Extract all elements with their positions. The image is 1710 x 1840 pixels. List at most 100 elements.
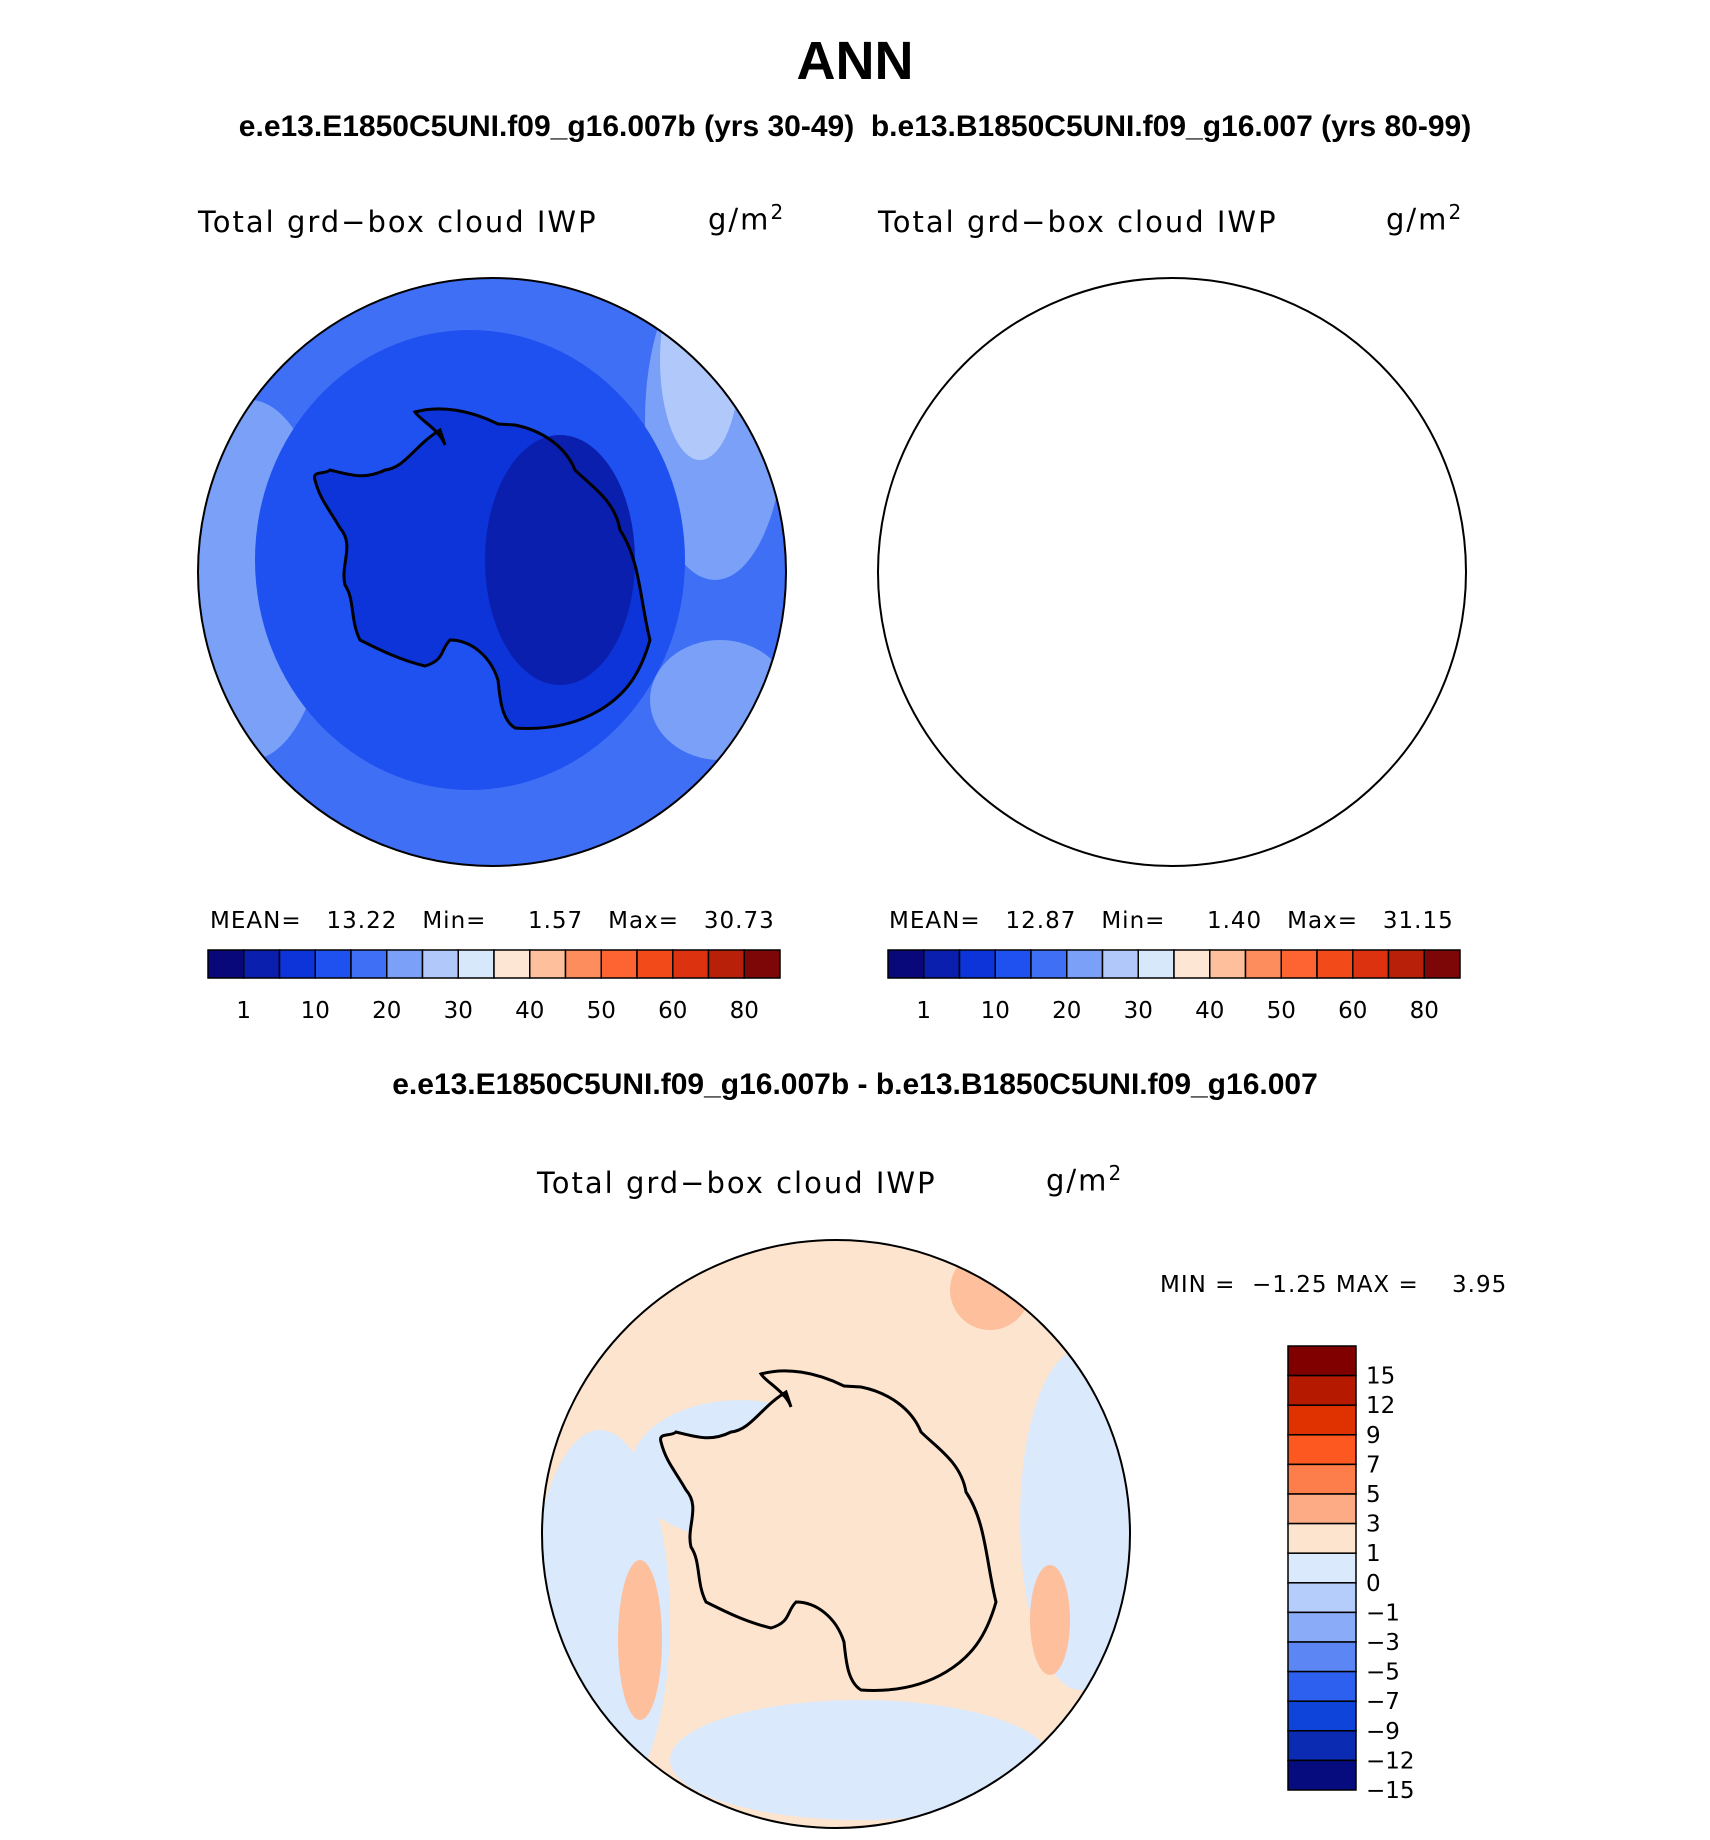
panel3-positive-strong-w: [618, 1560, 662, 1720]
difference-colorbar-tick-label: −1: [1366, 1600, 1400, 1626]
panel1-colorbar-swatch: [743, 949, 781, 979]
difference-colorbar-tick-label: 1: [1366, 1541, 1381, 1567]
difference-colorbar-tick-label: 15: [1366, 1364, 1395, 1390]
difference-colorbar-swatch: [1287, 1670, 1357, 1702]
panel1-colorbar-tick-label: 1: [236, 998, 251, 1024]
panel2-colorbar-swatch: [1387, 949, 1425, 979]
difference-colorbar-tick-label: 12: [1366, 1393, 1395, 1419]
difference-colorbar-swatch: [1287, 1434, 1357, 1466]
panel2-colorbar-swatch: [958, 949, 996, 979]
panel2-colorbar-tick-label: 10: [981, 998, 1010, 1024]
panel1-stats: MEAN= 13.22 Min= 1.57 Max= 30.73: [210, 908, 775, 934]
panel1-light-patch-se: [650, 640, 786, 760]
panel2-colorbar-tick-label: 20: [1052, 998, 1081, 1024]
difference-colorbar-swatch: [1287, 1463, 1357, 1495]
difference-colorbar-tick-label: 7: [1366, 1452, 1381, 1478]
panel2-colorbar-swatch: [994, 949, 1032, 979]
panel2-colorbar-swatch: [1101, 949, 1139, 979]
panel2-colorbar-swatch: [1137, 949, 1175, 979]
panel1-colorbar-tick-label: 40: [515, 998, 544, 1024]
panel1-colorbar-tick-label: 30: [444, 998, 473, 1024]
panel1-colorbar-swatch: [672, 949, 710, 979]
panel2-colorbar-swatch: [1280, 949, 1318, 979]
panel3-map-border: [541, 1239, 1131, 1829]
panel1-map: [198, 278, 786, 866]
panel1-colorbar-swatch: [350, 949, 388, 979]
difference-colorbar-tick-label: −3: [1366, 1630, 1400, 1656]
panel2-colorbar-swatch: [1066, 949, 1104, 979]
panel1-colorbar-swatch: [564, 949, 602, 979]
panel1-colorbar-swatch: [707, 949, 745, 979]
difference-colorbar-swatch: [1287, 1700, 1357, 1732]
difference-colorbar-swatch: [1287, 1345, 1357, 1377]
panel1-colorbar-swatch: [314, 949, 352, 979]
panel3-variable-label: Total grd−box cloud IWP: [537, 1166, 937, 1200]
difference-colorbar-tick-label: −9: [1366, 1719, 1400, 1745]
panel2-map: [850, 260, 1480, 880]
panel2-colorbar-swatch: [1423, 949, 1461, 979]
panel1-colorbar-swatch: [636, 949, 674, 979]
panel1-colorbar-swatch: [243, 949, 281, 979]
panel2-colorbar-swatch: [1209, 949, 1247, 979]
panel2-map-border: [877, 277, 1467, 867]
panel1-colorbar-swatch: [529, 949, 567, 979]
panel2-units: g/m2: [1386, 200, 1464, 237]
panel1-colorbar-swatch: [600, 949, 638, 979]
difference-colorbar-swatch: [1287, 1611, 1357, 1643]
panel3-positive-strong-ne: [950, 1250, 1030, 1330]
panel1-variable-label: Total grd−box cloud IWP: [198, 205, 598, 239]
panel2-light-band-west: [850, 400, 1010, 760]
panel1-colorbar-tick-label: 20: [372, 998, 401, 1024]
panel2-colorbar-swatch: [923, 949, 961, 979]
panel2-colorbar-swatch: [1244, 949, 1282, 979]
difference-colorbar-swatch: [1287, 1730, 1357, 1762]
difference-colorbar-swatch: [1287, 1522, 1357, 1554]
panel3-positive-strong-e: [1030, 1565, 1070, 1675]
panel2-coastline: [995, 409, 1330, 729]
panel2-colorbar: 1 10 20 30 40 50 60 80: [887, 949, 1461, 1024]
panel2-variable-label: Total grd−box cloud IWP: [878, 205, 1278, 239]
panel1-map-border: [197, 277, 787, 867]
panel1-colorbar-tick-label: 80: [730, 998, 759, 1024]
panel3-stats: MIN = −1.25 MAX = 3.95: [1160, 1272, 1508, 1298]
difference-colorbar-tick-label: −12: [1366, 1748, 1415, 1774]
difference-colorbar-swatch: [1287, 1552, 1357, 1584]
panel1-plateau-dark: [485, 435, 635, 685]
panel2-colorbar-tick-label: 50: [1267, 998, 1296, 1024]
difference-colorbar-tick-label: 5: [1366, 1482, 1381, 1508]
panel1-colorbar-swatch: [421, 949, 459, 979]
panel2-colorbar-swatch: [1173, 949, 1211, 979]
panel2-lighter-patch-ne: [1340, 260, 1420, 460]
difference-colorbar-swatch: [1287, 1374, 1357, 1406]
panel2-colorbar-tick-label: 1: [916, 998, 931, 1024]
panel2-ocean-field: [870, 270, 1480, 880]
panel2-colorbar-tick-label: 60: [1338, 998, 1367, 1024]
panel1-colorbar-swatch: [386, 949, 424, 979]
panel1-colorbar-swatch: [278, 949, 316, 979]
page-title: ANN: [796, 31, 914, 91]
difference-colorbar-swatch: [1287, 1493, 1357, 1525]
panel1-lighter-patch-ne: [660, 278, 740, 460]
difference-colorbar-tick-label: −7: [1366, 1689, 1400, 1715]
difference-colorbar-tick-label: 0: [1366, 1571, 1381, 1597]
panel2-colorbar-swatch: [1030, 949, 1068, 979]
panel1-colorbar-swatch: [457, 949, 495, 979]
difference-colorbar-swatch: [1287, 1641, 1357, 1673]
panel1-colorbar-tick-label: 50: [587, 998, 616, 1024]
difference-colorbar-swatch: [1287, 1404, 1357, 1436]
panel3-units: g/m2: [1046, 1161, 1124, 1198]
panel2-colorbar-tick-label: 40: [1195, 998, 1224, 1024]
panel2-plateau-dark: [1165, 435, 1315, 685]
case-subtitle: e.e13.E1850C5UNI.f09_g16.007b (yrs 30-49…: [238, 110, 1472, 143]
panel2-colorbar-swatch: [887, 949, 925, 979]
panel2-colorbar-tick-label: 30: [1124, 998, 1153, 1024]
difference-colorbar-tick-label: −15: [1366, 1778, 1415, 1804]
panel2-colorbar-swatch: [1316, 949, 1354, 979]
difference-colorbar: 15 12 9 7 5 3 1 0 −1 −3 −5 −7 −9 −12 −15: [1287, 1345, 1415, 1804]
difference-colorbar-tick-label: 3: [1366, 1512, 1381, 1538]
panel1-colorbar: 1 10 20 30 40 50 60 80: [207, 949, 781, 1024]
panel1-colorbar-swatch: [207, 949, 245, 979]
panel2-inner-ring: [935, 330, 1365, 790]
difference-colorbar-tick-label: −5: [1366, 1660, 1400, 1686]
